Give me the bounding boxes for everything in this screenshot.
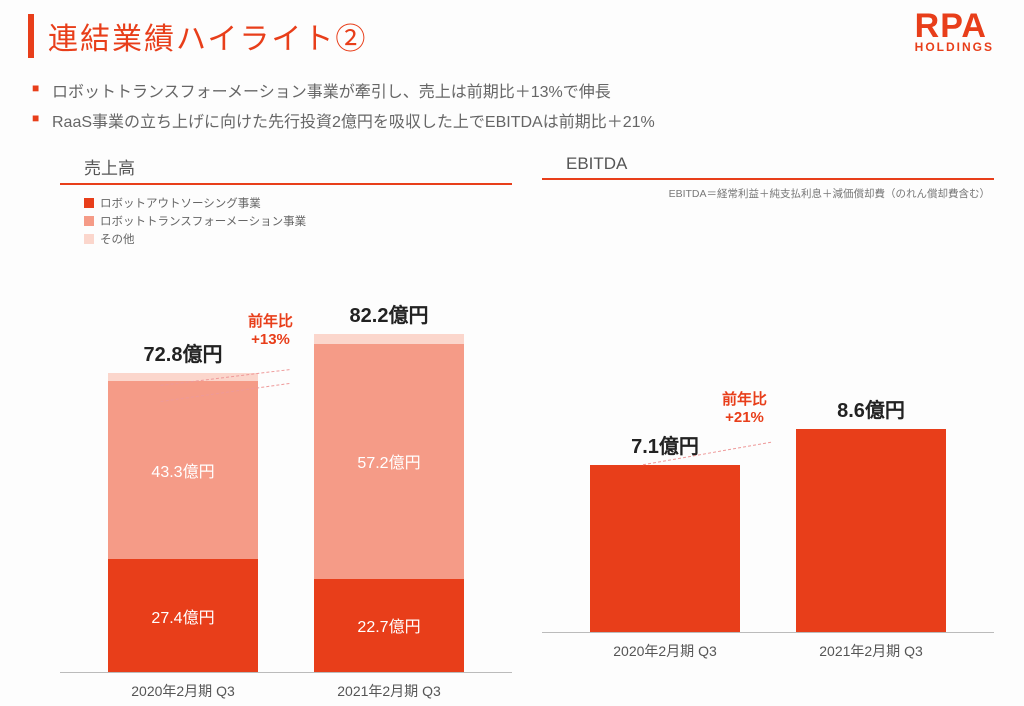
chart-sales-plot: 前年比+13% 72.8億円43.3億円27.4億円82.2億円57.2億円22… (60, 253, 512, 673)
legend-swatch (84, 198, 94, 208)
legend-item: ロボットトランスフォーメーション事業 (84, 213, 512, 229)
bullet-item: ロボットトランスフォーメーション事業が牽引し、売上は前期比＋13%で伸長 (52, 78, 984, 102)
stacked-bar: 57.2億円22.7億円 (314, 334, 464, 672)
bar (590, 465, 740, 632)
bar-total-label: 72.8億円 (144, 338, 223, 367)
legend-swatch (84, 234, 94, 244)
bar-group: 8.6億円 (791, 394, 951, 632)
bar-group: 72.8億円 43.3億円27.4億円 (103, 338, 263, 672)
legend-label: ロボットトランスフォーメーション事業 (100, 213, 306, 229)
header: 連結業績ハイライト② RPA HOLDINGS (0, 0, 1024, 66)
yoy-line2: +21% (722, 409, 767, 427)
chart-ebitda-plot: 前年比+21% 7.1億円 8.6億円 (542, 253, 994, 633)
yoy-line1: 前年比 (248, 313, 293, 331)
legend-item: ロボットアウトソーシング事業 (84, 195, 512, 211)
bar-total-label: 8.6億円 (837, 394, 905, 423)
chart-sales: 売上高 ロボットアウトソーシング事業ロボットトランスフォーメーション事業その他 … (60, 154, 512, 701)
bar-segment (108, 373, 258, 382)
chart-ebitda: EBITDA EBITDA＝経常利益＋純支払利息＋減価償却費（のれん償却費含む）… (542, 154, 994, 701)
title-accent-bar (28, 14, 34, 58)
charts-row: 売上高 ロボットアウトソーシング事業ロボットトランスフォーメーション事業その他 … (0, 144, 1024, 701)
x-axis-label: 2020年2月期 Q3 (103, 681, 263, 701)
legend-swatch (84, 216, 94, 226)
x-axis-label: 2020年2月期 Q3 (585, 641, 745, 661)
yoy-badge: 前年比+21% (722, 391, 767, 427)
chart-divider (60, 183, 512, 185)
legend-label: ロボットアウトソーシング事業 (100, 195, 261, 211)
logo-main: RPA (915, 10, 994, 42)
page-title: 連結業績ハイライト② (48, 14, 367, 58)
chart-sales-xlabels: 2020年2月期 Q3 2021年2月期 Q3 (60, 673, 512, 701)
chart-ebitda-heading: EBITDA (542, 154, 994, 178)
bar-segment: 57.2億円 (314, 344, 464, 579)
company-logo: RPA HOLDINGS (915, 10, 994, 54)
bar-segment: 27.4億円 (108, 559, 258, 672)
chart-ebitda-xlabels: 2020年2月期 Q3 2021年2月期 Q3 (542, 633, 994, 661)
bar-group: 82.2億円 57.2億円22.7億円 (309, 299, 469, 672)
logo-sub: HOLDINGS (915, 42, 994, 53)
bar-segment: 22.7億円 (314, 579, 464, 672)
legend-item: その他 (84, 231, 512, 247)
bar-total-label: 82.2億円 (350, 299, 429, 328)
chart-sales-heading: 売上高 (60, 154, 512, 183)
bar-total-label: 7.1億円 (631, 430, 699, 459)
yoy-line1: 前年比 (722, 391, 767, 409)
bar-segment: 43.3億円 (108, 381, 258, 559)
stacked-bar: 43.3億円27.4億円 (108, 373, 258, 672)
bar-segment (314, 334, 464, 343)
chart-ebitda-note: EBITDA＝経常利益＋純支払利息＋減価償却費（のれん償却費含む） (542, 186, 994, 201)
x-axis-label: 2021年2月期 Q3 (791, 641, 951, 661)
bar (796, 429, 946, 632)
legend-label: その他 (100, 231, 135, 247)
chart-sales-legend: ロボットアウトソーシング事業ロボットトランスフォーメーション事業その他 (60, 191, 512, 247)
highlight-bullets: ロボットトランスフォーメーション事業が牽引し、売上は前期比＋13%で伸長 Raa… (0, 66, 1024, 144)
title-wrap: 連結業績ハイライト② (28, 14, 996, 58)
x-axis-label: 2021年2月期 Q3 (309, 681, 469, 701)
bullet-item: RaaS事業の立ち上げに向けた先行投資2億円を吸収した上でEBITDAは前期比＋… (52, 108, 984, 132)
chart-divider (542, 178, 994, 180)
